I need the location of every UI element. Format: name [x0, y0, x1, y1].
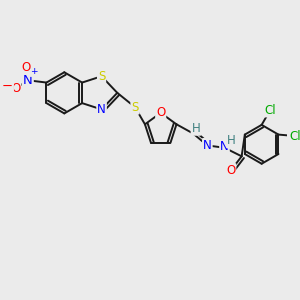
Text: N: N — [203, 139, 212, 152]
Text: O: O — [21, 61, 30, 74]
Text: Cl: Cl — [289, 130, 300, 142]
Text: O: O — [156, 106, 165, 119]
Text: O: O — [226, 164, 236, 177]
Text: H: H — [227, 134, 236, 147]
Text: O: O — [11, 82, 20, 95]
Text: N: N — [220, 140, 229, 152]
Text: +: + — [30, 67, 38, 76]
Text: −: − — [2, 80, 13, 93]
Text: H: H — [191, 122, 200, 135]
Text: N: N — [23, 74, 33, 87]
Text: S: S — [98, 70, 105, 83]
Text: Cl: Cl — [264, 103, 276, 116]
Text: N: N — [97, 103, 106, 116]
Text: S: S — [131, 100, 139, 114]
